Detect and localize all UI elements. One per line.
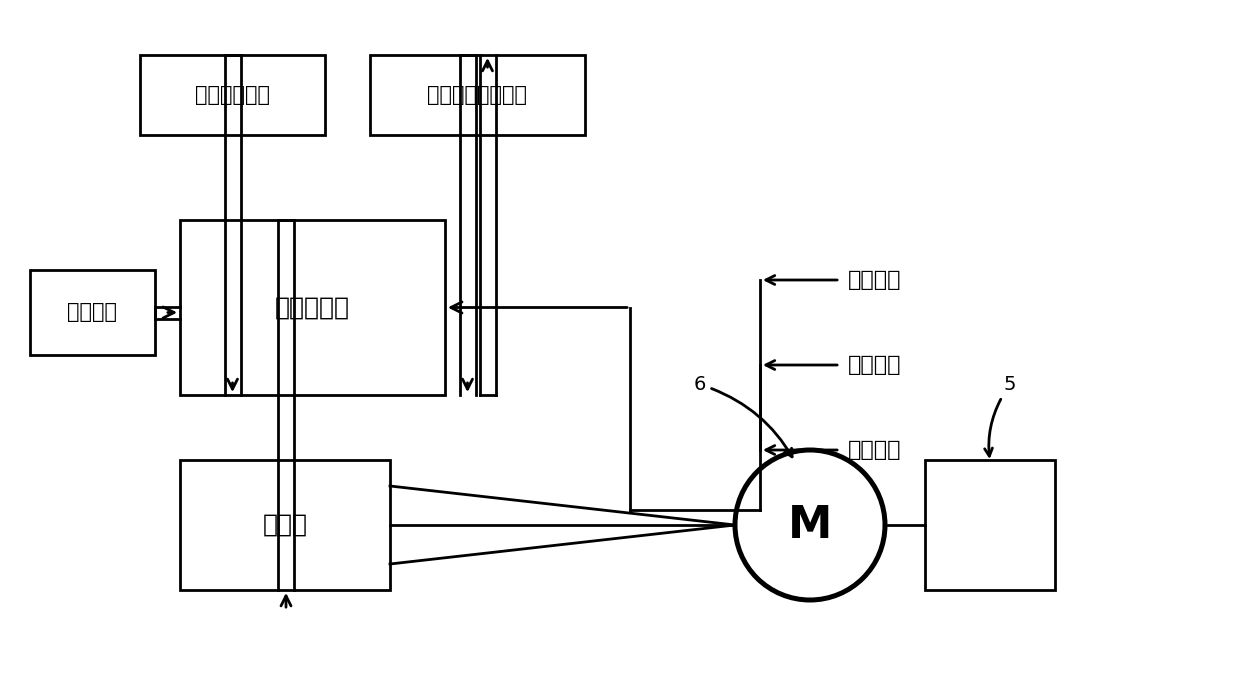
Text: 智能控制器: 智能控制器 <box>275 295 350 319</box>
Text: 回水温度: 回水温度 <box>848 355 901 375</box>
Text: 5: 5 <box>985 375 1017 456</box>
Text: 供水温度: 供水温度 <box>848 270 901 290</box>
Text: 变频器: 变频器 <box>263 513 308 537</box>
Text: 6: 6 <box>694 375 792 457</box>
Text: 室内温度: 室内温度 <box>848 440 901 460</box>
Text: 热网监控管理平台: 热网监控管理平台 <box>428 85 527 105</box>
Bar <box>140 55 325 135</box>
Bar <box>370 55 585 135</box>
Text: M: M <box>787 504 832 546</box>
Bar <box>925 460 1055 590</box>
Text: 计时模块: 计时模块 <box>67 302 118 322</box>
Text: 温度选择模块: 温度选择模块 <box>195 85 270 105</box>
Bar <box>180 220 445 395</box>
Bar <box>30 270 155 355</box>
Bar <box>180 460 391 590</box>
